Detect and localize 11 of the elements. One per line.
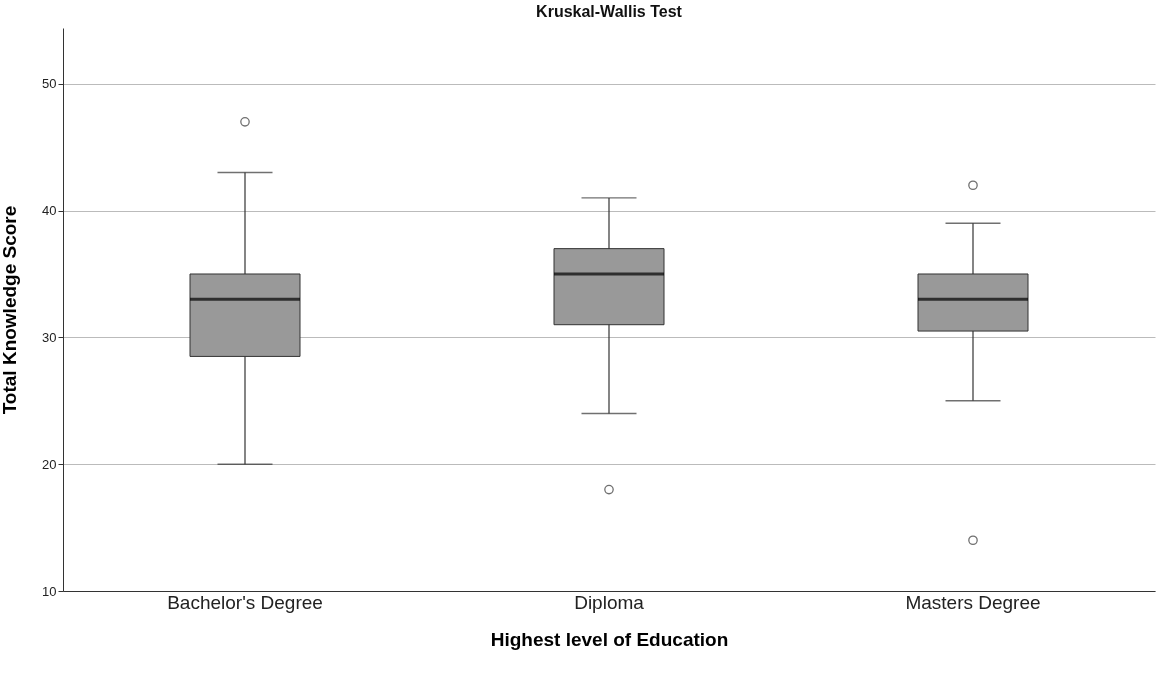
- x-tick-label: Diploma: [574, 591, 645, 613]
- y-tick-label: 30: [42, 329, 57, 345]
- y-axis-title: Total Knowledge Score: [0, 205, 21, 415]
- chart-title: Kruskal-Wallis Test: [536, 3, 683, 20]
- x-tick-label: Bachelor's Degree: [167, 591, 323, 613]
- y-tick-label: 10: [42, 583, 57, 599]
- x-tick-label: Masters Degree: [905, 591, 1041, 613]
- y-tick-label: 50: [42, 76, 57, 92]
- y-tick-label: 20: [42, 456, 57, 472]
- x-axis-title: Highest level of Education: [490, 628, 729, 650]
- y-tick-label: 40: [42, 203, 57, 219]
